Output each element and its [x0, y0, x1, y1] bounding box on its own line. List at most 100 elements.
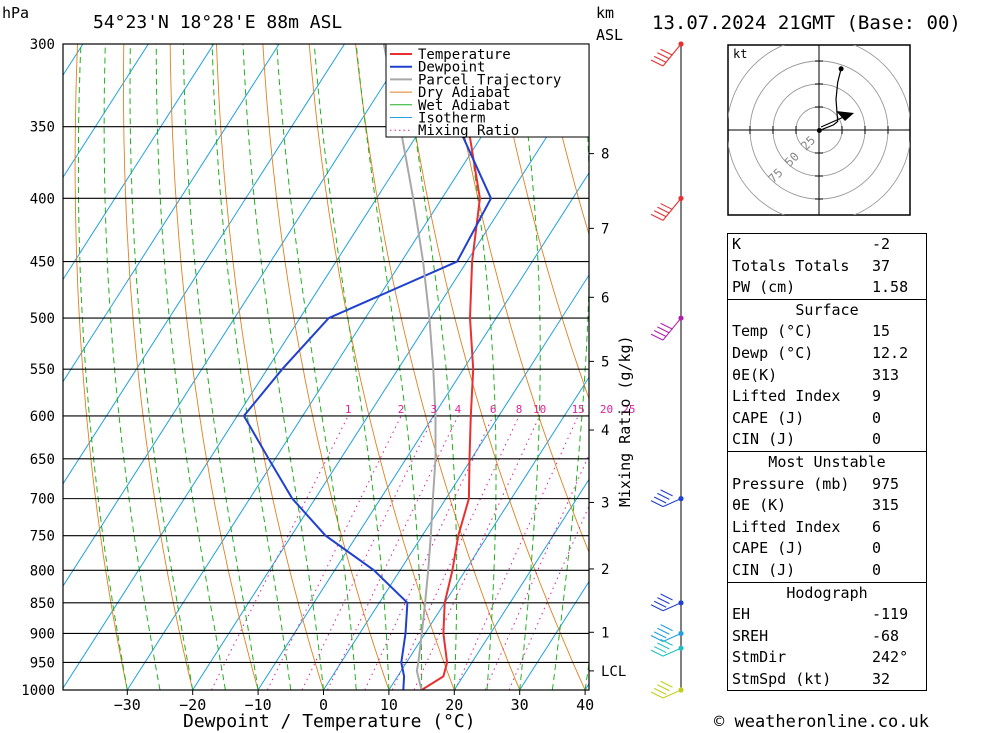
- hodograph-start: [816, 128, 822, 134]
- hodograph-trace: [819, 68, 842, 132]
- index-value: -119: [872, 605, 909, 624]
- pressure-label: 950: [30, 655, 55, 671]
- index-row: StmDir 242°: [728, 647, 926, 669]
- pressure-label: 800: [30, 563, 55, 579]
- wet-adiabat-line: [182, 44, 259, 690]
- mixing-ratio-label: 3: [431, 403, 438, 416]
- wind-barb: [650, 680, 682, 699]
- legend-label: Dewpoint: [418, 60, 485, 76]
- wind-barb: [650, 624, 682, 642]
- index-name: Pressure (mb): [732, 474, 850, 493]
- isotherm-line: [453, 478, 589, 690]
- index-name: CIN (J): [732, 430, 796, 449]
- index-name: Totals Totals: [732, 256, 850, 275]
- index-name: Lifted Index: [732, 387, 841, 406]
- index-value: 32: [872, 669, 891, 688]
- index-value: 313: [872, 365, 900, 384]
- surface-indices: Surface Temp (°C) 15 Dewp (°C) 12.2 θE(K) 313…: [727, 298, 927, 451]
- index-name: SREH: [732, 626, 769, 645]
- x-tick-label: 20: [445, 696, 463, 714]
- wind-barb: [650, 638, 682, 657]
- index-value: 0: [872, 560, 882, 579]
- mixing-ratio-line: [508, 504, 589, 690]
- km-tick-label: 2: [601, 562, 609, 578]
- km-tick-label: 4: [601, 423, 609, 439]
- isotherm-line: [322, 274, 589, 690]
- dry-adiabat-line: [950, 26, 1000, 690]
- temperature-curve: [421, 44, 481, 690]
- index-value: -2: [872, 235, 891, 253]
- isotherm-line: [257, 172, 589, 690]
- pressure-label: 350: [30, 120, 55, 136]
- storm-motion-line: [820, 115, 847, 128]
- x-tick-label: −30: [114, 696, 141, 714]
- x-tick-label: 30: [511, 696, 529, 714]
- index-row: CAPE (J) 0: [728, 408, 926, 430]
- legend-label: Wet Adiabat: [418, 98, 511, 114]
- index-row: Pressure (mb) 975: [728, 474, 926, 496]
- index-value: 242°: [872, 648, 909, 667]
- wind-barb: [650, 593, 682, 612]
- index-name: StmSpd (kt): [732, 669, 832, 688]
- index-value: 12.2: [872, 343, 909, 362]
- isotherm-line: [519, 580, 589, 690]
- km-tick-label: 7: [601, 221, 609, 237]
- index-name: θE(K): [732, 365, 778, 384]
- index-name: CIN (J): [732, 560, 796, 579]
- unstable-title: Most Unstable: [768, 452, 886, 471]
- mixing-ratio-axis-label: Mixing Ratio (g/kg): [616, 335, 634, 507]
- pressure-label: 750: [30, 529, 55, 545]
- wet-adiabat-line: [516, 44, 541, 690]
- index-name: EH: [732, 605, 751, 624]
- sounding-curves: [242, 44, 493, 690]
- index-row: Dewp (°C) 12.2: [728, 343, 926, 365]
- wet-adiabat-line: [129, 44, 194, 690]
- wind-barb: [650, 198, 682, 221]
- x-tick-label: −10: [245, 696, 272, 714]
- index-value: 1.58: [872, 278, 909, 297]
- x-tick-label: −20: [179, 696, 206, 714]
- legend-label: Parcel Trajectory: [418, 72, 561, 88]
- wet-adiabat-line: [155, 44, 226, 690]
- index-row: θE(K) 313: [728, 365, 926, 387]
- wet-adiabat-line: [313, 44, 390, 690]
- wind-profile: [650, 41, 684, 699]
- pressure-label: 600: [30, 409, 55, 425]
- wet-adiabat-line: [403, 44, 458, 690]
- basic-indices: K -2 Totals Totals 37 PW (cm) 1.58: [727, 233, 927, 299]
- dry-adiabat-line: [401, 44, 586, 690]
- mixing-ratio-label: 2: [398, 403, 405, 416]
- km-tick-label: 8: [601, 147, 609, 163]
- x-tick-label: 40: [576, 696, 594, 714]
- dry-adiabat-line: [494, 44, 589, 401]
- km-tick-label: 1: [601, 625, 609, 641]
- legend-label: Mixing Ratio: [418, 123, 519, 139]
- wind-barb: [650, 317, 682, 341]
- mixing-ratio-label: 4: [455, 403, 462, 416]
- isotherm-line: [63, 44, 280, 383]
- index-name: StmDir: [732, 648, 787, 667]
- index-row: Totals Totals 37: [728, 256, 926, 278]
- pressure-label: 700: [30, 492, 55, 508]
- pressure-label: 300: [30, 37, 55, 53]
- dry-adiabat-line: [996, 26, 1000, 690]
- index-name: PW (cm): [732, 278, 796, 297]
- index-row: Temp (°C) 15: [728, 321, 926, 343]
- mixing-ratio-line: [211, 415, 349, 690]
- isotherm-line: [63, 44, 411, 587]
- mixing-ratio-label: 25: [622, 403, 635, 416]
- mixing-ratio-label: 1: [345, 403, 352, 416]
- index-value: 975: [872, 474, 900, 493]
- x-axis-label: Dewpoint / Temperature (°C): [183, 711, 476, 732]
- mixing-ratio-line: [327, 415, 459, 690]
- index-name: θE (K): [732, 496, 787, 515]
- index-name: Dewp (°C): [732, 343, 814, 362]
- index-value: 315: [872, 496, 900, 515]
- km-tick-label: LCL: [601, 664, 626, 680]
- wind-barb: [650, 489, 682, 508]
- index-name: CAPE (J): [732, 408, 805, 427]
- pressure-label: 450: [30, 255, 55, 271]
- x-tick-label: 10: [380, 696, 398, 714]
